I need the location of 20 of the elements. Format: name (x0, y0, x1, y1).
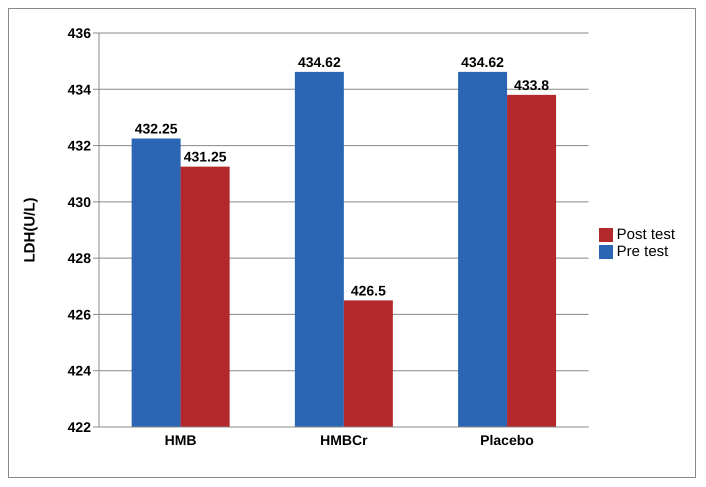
x-tick-label: Placebo (480, 432, 534, 448)
y-tick-label: 428 (68, 250, 92, 266)
data-label: 433.8 (514, 76, 550, 93)
data-label: 431.25 (184, 148, 227, 165)
legend-label: Pre test (616, 243, 668, 260)
y-axis-title: LDH(U/L) (21, 198, 38, 262)
y-tick-label: 430 (68, 194, 92, 210)
y-tick-label: 436 (68, 24, 92, 41)
data-label: 434.62 (461, 54, 504, 70)
y-tick-label: 422 (68, 418, 92, 435)
y-tick-label: 426 (68, 306, 92, 322)
y-tick-label: 432 (68, 138, 92, 154)
data-label: 426.5 (350, 282, 386, 298)
data-label: 434.62 (298, 54, 341, 70)
data-label: 432.25 (134, 120, 178, 137)
legend-label: Post test (616, 226, 675, 243)
y-tick-label: 434 (68, 81, 92, 98)
x-tick-label: HMBCr (320, 432, 368, 448)
x-tick-label: HMB (164, 432, 197, 448)
y-tick-label: 424 (68, 362, 92, 379)
